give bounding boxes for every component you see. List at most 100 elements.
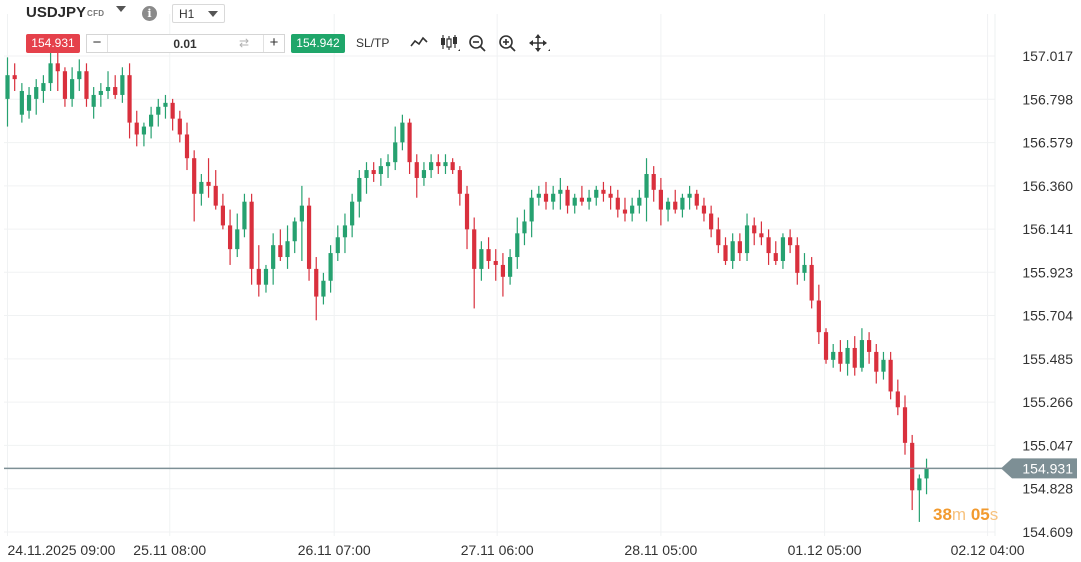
candle-body bbox=[328, 253, 333, 281]
candle-body bbox=[192, 158, 197, 194]
candle-body bbox=[385, 162, 391, 167]
candle-body bbox=[859, 340, 865, 368]
candle-body bbox=[26, 94, 32, 111]
candle-body bbox=[615, 197, 620, 210]
candle-body bbox=[120, 75, 125, 95]
buy-button[interactable]: 154.942 bbox=[291, 34, 345, 53]
sl-tp-button[interactable]: SL/TP bbox=[356, 36, 390, 50]
candle-body bbox=[744, 225, 750, 254]
price-tick-label: 155.485 bbox=[1022, 351, 1073, 367]
candlestick-icon[interactable] bbox=[438, 33, 460, 53]
candle-body bbox=[357, 177, 362, 202]
candle-body bbox=[622, 209, 628, 214]
candle-body bbox=[881, 359, 886, 372]
candle-body bbox=[55, 63, 60, 72]
candle-body bbox=[737, 241, 742, 254]
candle-body bbox=[651, 174, 656, 190]
candle-body bbox=[421, 170, 427, 178]
candle-body bbox=[586, 197, 592, 202]
price-tick-label: 155.704 bbox=[1022, 308, 1073, 324]
price-tick-label: 155.266 bbox=[1022, 394, 1073, 410]
sell-button[interactable]: 154.931 bbox=[26, 34, 80, 53]
candle-body bbox=[156, 106, 161, 115]
candle-body bbox=[924, 468, 929, 479]
candle-body bbox=[493, 260, 498, 265]
info-icon[interactable]: i bbox=[142, 6, 157, 21]
candle-body bbox=[443, 162, 448, 167]
candle-body bbox=[694, 193, 699, 206]
candle-body bbox=[479, 249, 484, 269]
swap-icon[interactable]: ⇄ bbox=[239, 36, 250, 50]
price-tick-label: 156.360 bbox=[1022, 178, 1073, 194]
candle-body bbox=[371, 170, 376, 175]
candle-body bbox=[536, 193, 541, 198]
candle-body bbox=[780, 237, 786, 261]
candle-body bbox=[199, 181, 204, 194]
candle-body bbox=[838, 351, 843, 364]
time-tick-label: 28.11 05:00 bbox=[624, 542, 697, 558]
candle-body bbox=[170, 102, 175, 119]
decrease-quantity-button[interactable]: − bbox=[87, 35, 108, 52]
candle-body bbox=[551, 193, 556, 202]
price-tick-label: 155.047 bbox=[1022, 437, 1073, 453]
candle-body bbox=[12, 75, 17, 80]
candle-body bbox=[177, 118, 182, 135]
candle-body bbox=[163, 102, 168, 107]
time-tick-label: 24.11.2025 09:00 bbox=[8, 542, 116, 558]
candle-body bbox=[34, 87, 39, 99]
candle-body bbox=[895, 391, 900, 408]
candle-body bbox=[184, 134, 190, 159]
timeframe-select[interactable]: H1 bbox=[172, 4, 225, 23]
candle-body bbox=[802, 264, 807, 273]
candle-body bbox=[414, 162, 419, 178]
move-icon[interactable] bbox=[528, 33, 550, 53]
candle-body bbox=[249, 201, 254, 269]
candle-body bbox=[579, 197, 584, 202]
current-price-label: 154.931 bbox=[1022, 460, 1073, 476]
candle-body bbox=[867, 340, 872, 352]
quantity-input[interactable]: 0.01 bbox=[173, 37, 197, 51]
candle-body bbox=[565, 189, 570, 206]
candle-body bbox=[701, 205, 707, 214]
candle-body bbox=[730, 241, 735, 261]
candle-body bbox=[220, 205, 225, 226]
candle-body bbox=[278, 245, 283, 258]
increase-quantity-button[interactable]: + bbox=[263, 35, 284, 52]
candle-body bbox=[105, 87, 111, 91]
chevron-down-icon[interactable] bbox=[116, 6, 126, 12]
candle-body bbox=[472, 229, 477, 269]
candle-body bbox=[608, 193, 613, 198]
candle-body bbox=[5, 75, 10, 99]
instrument-header: USDJPY CFD i H1 bbox=[0, 0, 330, 28]
candle-body bbox=[235, 229, 240, 250]
candle-body bbox=[149, 114, 154, 127]
zoom-in-icon[interactable] bbox=[497, 33, 519, 53]
candle-body bbox=[823, 332, 829, 360]
candle-body bbox=[716, 229, 721, 246]
candle-body bbox=[306, 205, 312, 269]
candle-body bbox=[910, 442, 915, 491]
symbol-name[interactable]: USDJPY bbox=[26, 4, 87, 21]
current-price-tag bbox=[1001, 458, 1077, 479]
candle-body bbox=[529, 197, 534, 222]
quantity-stepper[interactable]: − 0.01 ⇄ + bbox=[86, 34, 285, 53]
zoom-out-icon[interactable] bbox=[467, 33, 489, 53]
candle-body bbox=[98, 90, 103, 95]
candle-body bbox=[630, 205, 635, 214]
candle-body bbox=[457, 170, 462, 194]
candle-body bbox=[795, 245, 800, 273]
candle-body bbox=[393, 142, 398, 163]
candle-body bbox=[285, 241, 290, 258]
candle-body bbox=[831, 351, 836, 360]
price-tick-label: 156.798 bbox=[1022, 91, 1073, 107]
candle-body bbox=[759, 233, 764, 238]
candle-body bbox=[558, 189, 563, 194]
candle-body bbox=[48, 63, 53, 84]
line-chart-icon[interactable] bbox=[409, 33, 431, 53]
candle-body bbox=[62, 71, 68, 99]
candle-body bbox=[464, 193, 470, 230]
candle-body bbox=[141, 126, 147, 135]
candle-body bbox=[41, 83, 46, 91]
candle-body bbox=[515, 233, 520, 258]
